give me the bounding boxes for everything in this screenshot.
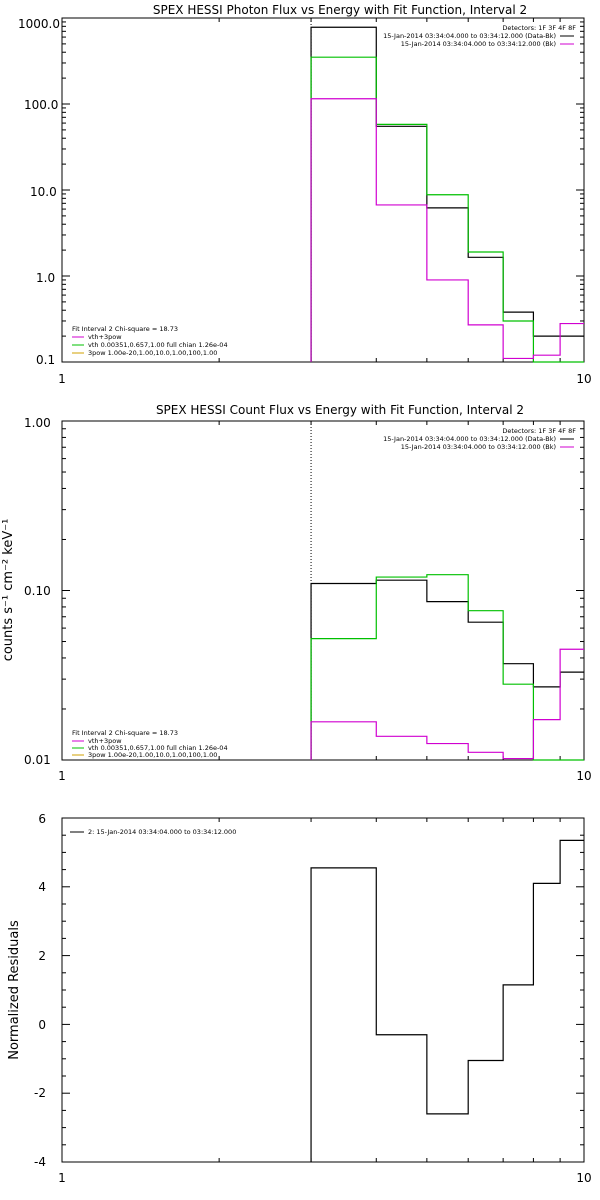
- legend-bottom-left: Fit Interval 2 Chi-square = 18.73 vth+3p…: [72, 325, 228, 357]
- ytick-label-1.00: 1.00: [24, 416, 51, 430]
- fit-info-label: Fit Interval 2 Chi-square = 18.73: [72, 325, 178, 333]
- series-marks: [310, 839, 584, 1162]
- chart-title: SPEX HESSI Photon Flux vs Energy with Fi…: [153, 3, 527, 17]
- ytick-label-6: 6: [38, 812, 46, 826]
- legend-top-right: Detectors: 1F 3F 4F 8F 15-Jan-2014 03:34…: [383, 24, 576, 48]
- legend-top-right: Detectors: 1F 3F 4F 8F 15-Jan-2014 03:34…: [383, 427, 576, 451]
- y-axis-label: counts s⁻¹ cm⁻² keV⁻¹: [1, 519, 16, 662]
- ytick-label-minus2: -2: [34, 1086, 46, 1100]
- xtick-label-1: 1: [58, 372, 66, 386]
- series-1-step-line: [310, 56, 584, 363]
- legend-bottom-left: Fit Interval 2 Chi-square = 18.73 vth+3p…: [72, 729, 228, 759]
- ytick-label-2: 2: [38, 949, 46, 963]
- legend-bk: 15-Jan-2014 03:34:04.000 to 03:34:12.000…: [401, 40, 556, 48]
- fit-info-label: Fit Interval 2 Chi-square = 18.73: [72, 729, 178, 737]
- xtick-label-1: 1: [58, 1171, 66, 1185]
- legend-detectors: Detectors: 1F 3F 4F 8F: [502, 24, 576, 32]
- axis-ticks: [61, 17, 585, 363]
- ytick-label-4: 4: [38, 880, 46, 894]
- series-1-step-line: [310, 574, 584, 761]
- axis-ticks: [61, 817, 585, 1163]
- axis-ticks: [61, 420, 585, 761]
- ytick-label-0.1: 0.1: [36, 353, 55, 367]
- photon-flux-panel: SPEX HESSI Photon Flux vs Energy with Fi…: [18, 3, 592, 386]
- legend-residual: 2: 15-Jan-2014 03:34:04.000 to 03:34:12.…: [88, 828, 236, 836]
- xtick-label-10: 10: [576, 1171, 591, 1185]
- series-marks: [310, 421, 584, 761]
- legend-vth: vth 0.00351,0.657,1.00 full chian 1.26e-…: [88, 341, 228, 349]
- legend-detectors: Detectors: 1F 3F 4F 8F: [502, 427, 576, 435]
- count-flux-panel: SPEX HESSI Count Flux vs Energy with Fit…: [1, 403, 592, 783]
- ytick-label-minus4: -4: [34, 1155, 46, 1169]
- legend-model-total: vth+3pow: [88, 737, 122, 745]
- series-0-step-line: [310, 839, 584, 1162]
- ytick-label-1: 1.0: [36, 271, 55, 285]
- series-marks: [310, 18, 584, 363]
- y-axis-label: Normalized Residuals: [7, 920, 22, 1060]
- xtick-label-10: 10: [576, 372, 591, 386]
- plot-frame: [61, 817, 585, 1163]
- ytick-label-100: 100.0: [24, 98, 58, 112]
- legend-data-bk: 15-Jan-2014 03:34:04.000 to 03:34:12.000…: [383, 32, 556, 40]
- ytick-label-10: 10.0: [30, 185, 57, 199]
- series-2-step-line: [310, 648, 584, 760]
- legend-3pow: 3pow 1.00e-20,1.00,10.0,1.00,100,1.00: [88, 349, 217, 357]
- plot-frame: [61, 420, 585, 761]
- legend-vth: vth 0.00351,0.657,1.00 full chian 1.26e-…: [88, 744, 228, 752]
- series-2-step-line: [310, 98, 584, 362]
- ytick-label-1000: 1000.0: [18, 17, 60, 31]
- legend-top-left: 2: 15-Jan-2014 03:34:04.000 to 03:34:12.…: [70, 828, 236, 836]
- legend-3pow: 3pow 1.00e-20,1.00,10.0,1.00,100,1.00: [88, 751, 217, 759]
- ytick-label-0.01: 0.01: [24, 753, 51, 767]
- legend-bk: 15-Jan-2014 03:34:04.000 to 03:34:12.000…: [401, 443, 556, 451]
- legend-data-bk: 15-Jan-2014 03:34:04.000 to 03:34:12.000…: [383, 435, 556, 443]
- xtick-label-10: 10: [576, 769, 591, 783]
- ytick-label-0: 0: [38, 1018, 46, 1032]
- ytick-label-0.10: 0.10: [24, 584, 51, 598]
- chart-title: SPEX HESSI Count Flux vs Energy with Fit…: [156, 403, 524, 417]
- xtick-label-1: 1: [58, 769, 66, 783]
- legend-model-total: vth+3pow: [88, 333, 122, 341]
- residuals-panel: -4 -2 0 2 4 6 Normalized Residuals 1 10 …: [7, 812, 592, 1185]
- plot-frame: [61, 17, 585, 363]
- series-0-step-line: [310, 579, 584, 760]
